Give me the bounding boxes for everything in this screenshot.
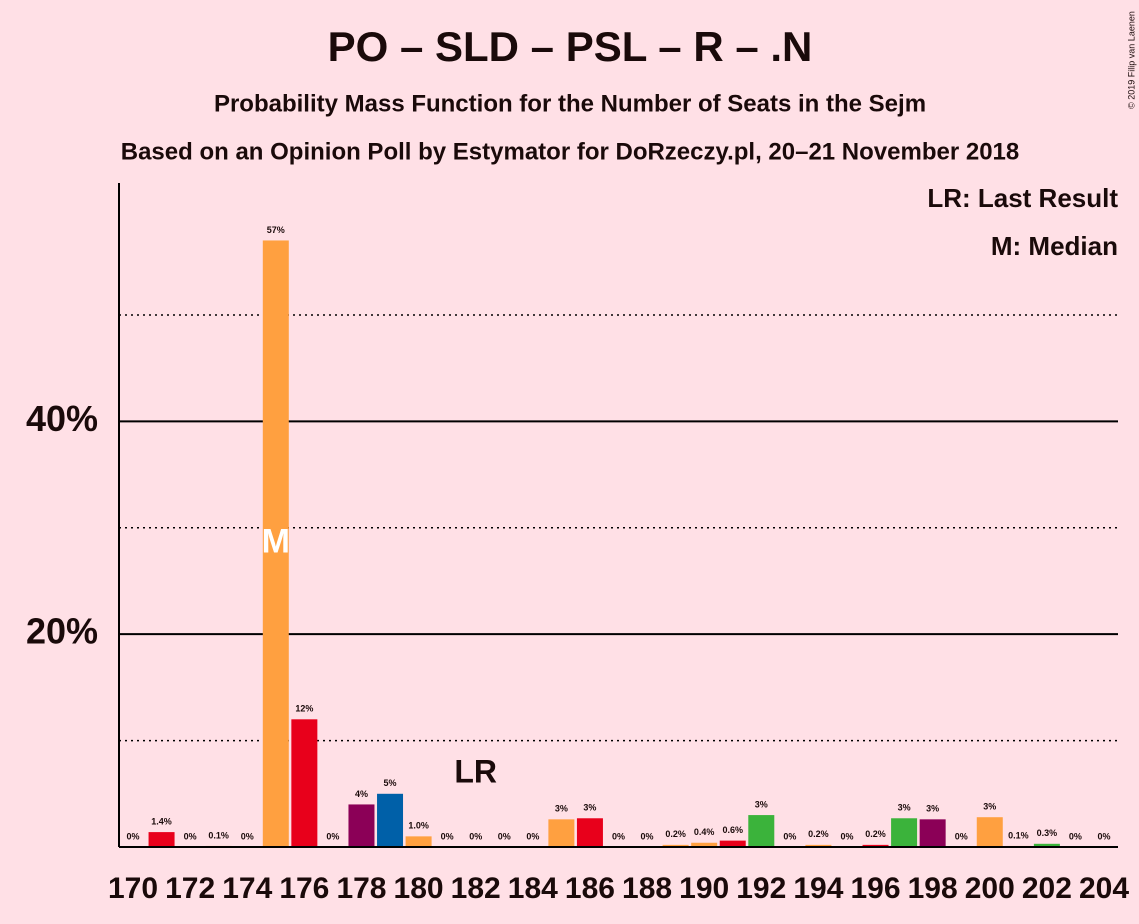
x-tick-label: 170 (108, 872, 158, 905)
value-label: 3% (583, 803, 596, 813)
value-label: 0% (641, 831, 654, 841)
x-tick-label: 188 (622, 872, 672, 905)
value-label: 3% (926, 804, 939, 814)
bar (262, 240, 289, 847)
value-label: 3% (555, 804, 568, 814)
bar (405, 836, 432, 847)
value-label: 0.6% (722, 825, 743, 835)
legend-entry: LR: Last Result (927, 183, 1118, 213)
x-tick-label: 176 (279, 872, 329, 905)
value-label: 0% (1069, 831, 1082, 841)
bar (748, 815, 775, 847)
bar (662, 844, 689, 847)
value-label: 3% (755, 799, 768, 809)
value-label: 0.2% (865, 829, 886, 839)
median-marker: M (262, 523, 290, 561)
value-label: 0.1% (1008, 830, 1029, 840)
value-label: 0% (126, 831, 139, 841)
value-label: 0% (526, 831, 539, 841)
value-label: 0% (783, 831, 796, 841)
x-tick-label: 178 (336, 872, 386, 905)
bar (348, 804, 375, 847)
value-label: 0.2% (665, 829, 686, 839)
x-tick-label: 190 (679, 872, 729, 905)
value-label: 3% (983, 802, 996, 812)
x-tick-label: 180 (394, 872, 444, 905)
y-tick-label: 40% (26, 398, 98, 439)
bar (719, 840, 746, 847)
value-label: 0% (840, 831, 853, 841)
bar (148, 832, 175, 847)
value-label: 0.3% (1037, 828, 1058, 838)
chart-subtitle: Based on an Opinion Poll by Estymator fo… (121, 138, 1020, 165)
value-label: 0% (955, 831, 968, 841)
chart-subtitle: Probability Mass Function for the Number… (214, 90, 926, 117)
x-tick-label: 184 (508, 872, 558, 905)
chart-title: PO – SLD – PSL – R – .N (328, 23, 813, 70)
bar (377, 793, 404, 847)
value-label: 4% (355, 789, 368, 799)
value-label: 0% (612, 831, 625, 841)
copyright: © 2019 Filip van Laenen (1126, 11, 1136, 109)
y-tick-label: 20% (26, 611, 98, 652)
bar (891, 818, 918, 847)
x-tick-label: 198 (908, 872, 958, 905)
x-tick-label: 192 (736, 872, 786, 905)
last-result-marker: LR (454, 753, 497, 789)
value-label: 0% (441, 831, 454, 841)
x-tick-label: 196 (850, 872, 900, 905)
value-label: 0.4% (694, 827, 715, 837)
legend-entry: M: Median (991, 231, 1118, 261)
value-label: 0.2% (808, 829, 829, 839)
x-tick-label: 174 (222, 872, 272, 905)
value-label: 57% (267, 225, 285, 235)
bar (548, 819, 575, 847)
value-label: 3% (898, 803, 911, 813)
value-label: 1.0% (408, 821, 429, 831)
value-label: 0% (469, 831, 482, 841)
value-label: 0% (184, 831, 197, 841)
bar (976, 817, 1003, 847)
value-label: 0.1% (208, 830, 229, 840)
x-tick-label: 204 (1079, 872, 1129, 905)
bar (576, 818, 603, 847)
bar (1033, 843, 1060, 847)
bar (862, 844, 889, 847)
bar (691, 842, 718, 847)
x-tick-label: 186 (565, 872, 615, 905)
value-label: 0% (498, 831, 511, 841)
value-label: 0% (241, 831, 254, 841)
value-label: 0% (326, 831, 339, 841)
x-tick-label: 182 (451, 872, 501, 905)
bar (291, 719, 318, 847)
x-tick-label: 202 (1022, 872, 1072, 905)
value-label: 12% (295, 704, 313, 714)
value-label: 0% (1097, 831, 1110, 841)
x-tick-label: 172 (165, 872, 215, 905)
value-label: 1.4% (151, 816, 172, 826)
bar (805, 844, 832, 847)
x-tick-label: 194 (793, 872, 843, 905)
bar (919, 819, 946, 847)
x-tick-label: 200 (965, 872, 1015, 905)
value-label: 5% (384, 778, 397, 788)
